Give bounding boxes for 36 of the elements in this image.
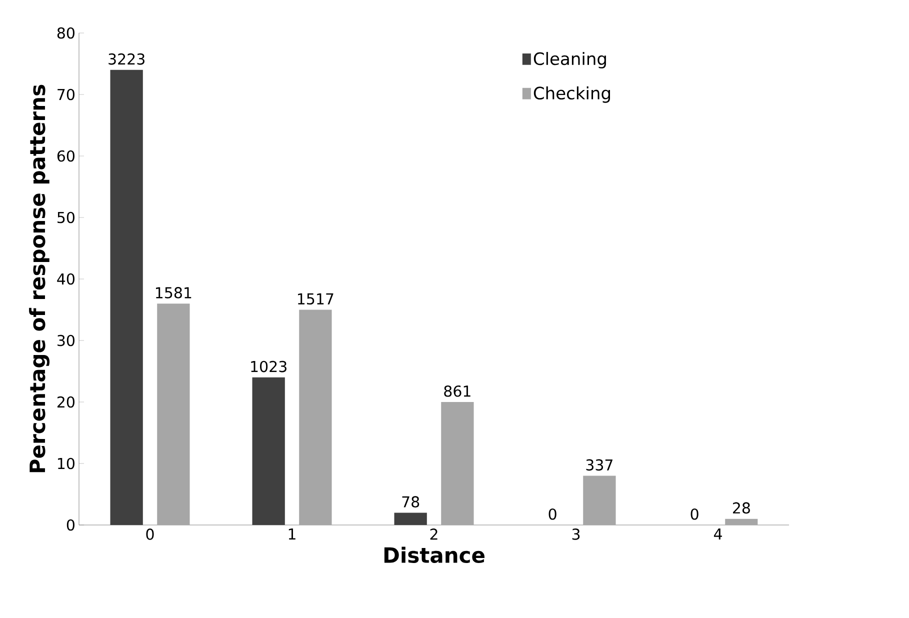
x-tick-label: 3 [572, 528, 580, 540]
annotation: 337 [586, 459, 612, 471]
y-tick-label: 20 [57, 396, 74, 408]
x-tick-label: 2 [430, 528, 438, 540]
legend-label: Checking [534, 86, 610, 103]
annotation: 0 [690, 508, 698, 520]
bar [394, 512, 427, 525]
annotation: 1023 [251, 360, 286, 372]
annotation: 28 [732, 502, 750, 514]
x-tick-label: 1 [288, 528, 296, 540]
y-axis-title: Percentage of response patterns [29, 84, 50, 472]
bar [110, 70, 143, 525]
annotation: 78 [402, 496, 420, 508]
bar [583, 476, 616, 525]
y-tick-label: 10 [58, 458, 74, 470]
x-axis-title: Distance [384, 546, 484, 563]
y-tick-label: 30 [58, 334, 74, 346]
x-tick-label: 4 [714, 528, 722, 540]
y-tick-label: 0 [66, 519, 74, 531]
y-tick-label: 60 [57, 150, 74, 162]
annotation: 0 [548, 508, 556, 520]
y-tick-label: 40 [57, 273, 74, 285]
bar [441, 402, 474, 525]
bar [252, 377, 285, 525]
y-tick-label: 50 [58, 212, 74, 224]
annotation: 3223 [108, 53, 144, 65]
bar [299, 310, 332, 525]
annotation: 1581 [156, 287, 192, 298]
y-tick-label: 80 [57, 27, 74, 39]
bar [157, 304, 190, 525]
annotation: 1517 [298, 293, 334, 305]
x-tick-label: 0 [146, 528, 154, 540]
annotation: 861 [444, 385, 470, 397]
legend-label: Cleaning [534, 52, 606, 68]
bar [725, 518, 758, 525]
y-tick-label: 70 [58, 88, 74, 100]
